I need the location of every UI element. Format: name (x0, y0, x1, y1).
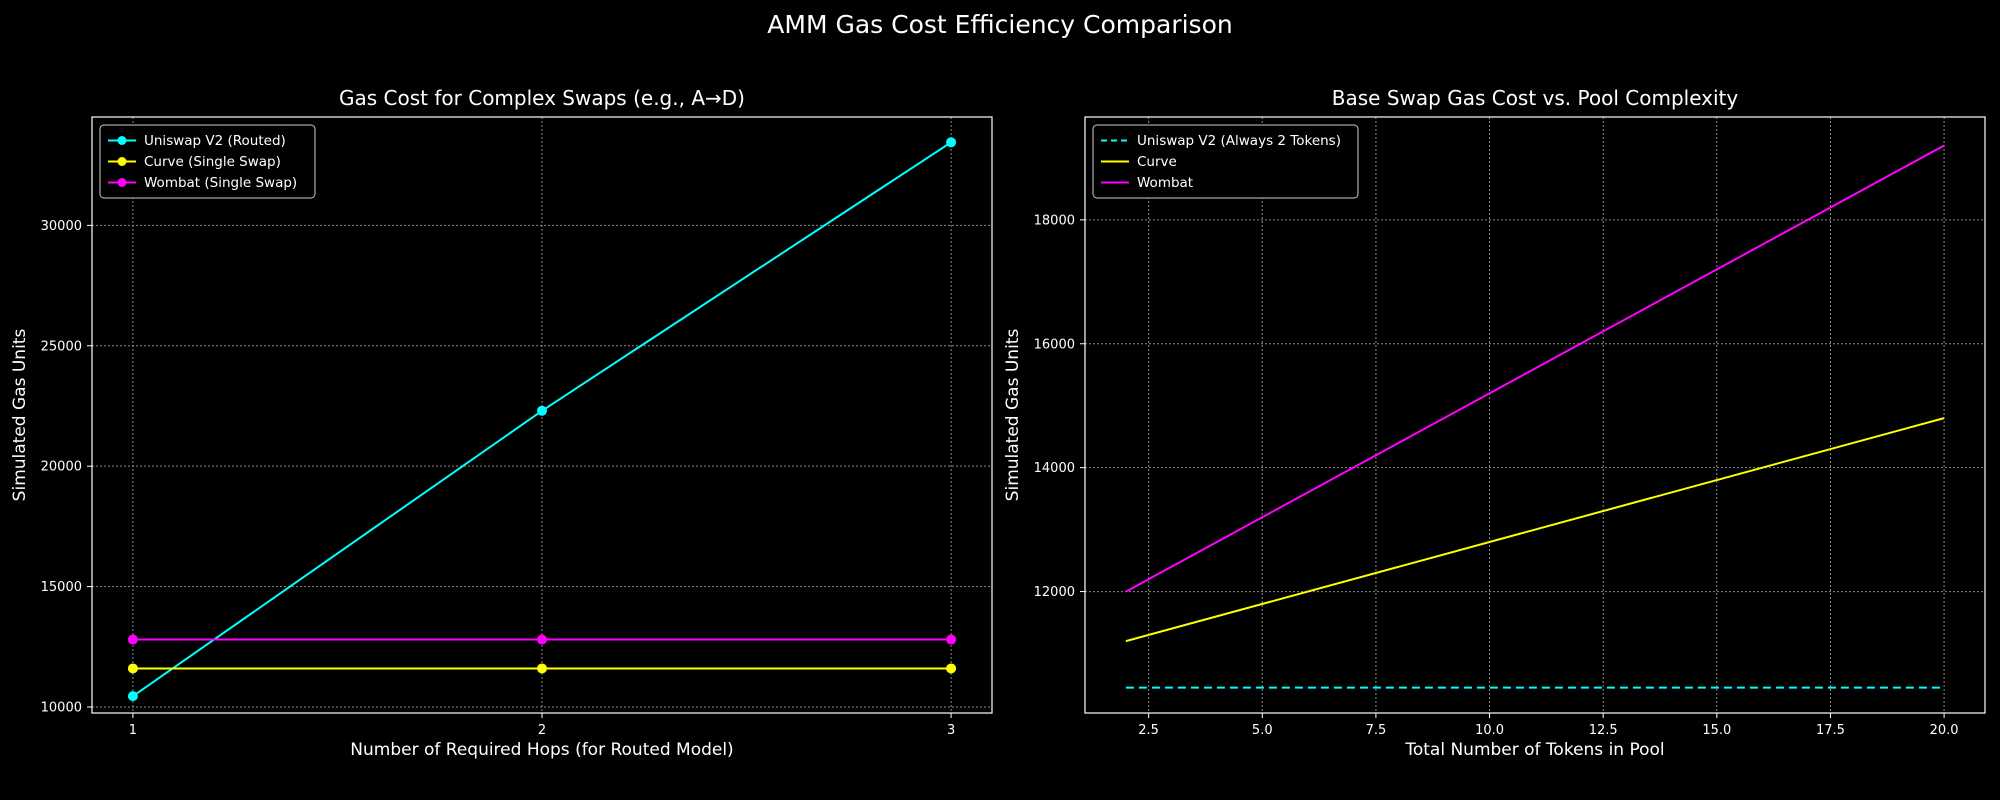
chart1-legend-marker-3 (117, 178, 127, 187)
chart2-legend-label-3: Wombat (1137, 175, 1193, 191)
chart2: 2.5 5.0 7.5 10.0 12.5 15.0 17.5 20.0 12000 14000 1… (1003, 86, 1986, 760)
chart1-series-1-point-1 (127, 691, 138, 702)
chart2-legend-label-1: Uniswap V2 (Always 2 Tokens) (1137, 133, 1341, 149)
chart1-series-2-point-3 (946, 663, 957, 674)
figure-title: AMM Gas Cost Efficiency Comparison (767, 10, 1233, 39)
chart1-ytick-label: 15000 (41, 580, 82, 595)
chart1-legend-label-1: Uniswap V2 (Routed) (144, 133, 286, 149)
chart2-series-line-2 (1125, 417, 1945, 643)
chart2-xtick-label: 10.0 (1475, 723, 1504, 738)
chart2-legend-label-2: Curve (1137, 154, 1177, 170)
chart2-xtick-label: 7.5 (1366, 723, 1387, 738)
chart1-ytick-label: 10000 (41, 700, 82, 715)
chart1-series-3-point-3 (946, 634, 957, 645)
chart2-legend (1092, 124, 1359, 199)
chart1-title: Gas Cost for Complex Swaps (e.g., A→D) (339, 86, 745, 110)
chart1-xtick-label: 2 (538, 723, 546, 738)
chart2-ytick-label: 14000 (1034, 461, 1075, 476)
chart2-axes-frame (1084, 116, 1986, 714)
chart1-series-1-point-2 (537, 405, 547, 416)
chart2-series-line-3 (1125, 144, 1945, 593)
chart2-ylabel: Simulated Gas Units (1003, 329, 1023, 502)
chart2-xtick-label: 12.5 (1589, 723, 1618, 738)
chart2-ytick-label: 16000 (1034, 337, 1075, 352)
chart1-xtick-label: 1 (129, 723, 137, 738)
chart1-xtick-label: 3 (947, 723, 955, 738)
chart1-legend-label-3: Wombat (Single Swap) (144, 175, 297, 191)
chart1-legend (99, 124, 316, 199)
chart2-xtick-label: 17.5 (1816, 723, 1845, 738)
chart1-series-2-point-1 (127, 663, 138, 674)
chart2-xtick-label: 15.0 (1702, 723, 1731, 738)
chart2-ytick-label: 18000 (1034, 213, 1075, 228)
chart2-xtick-label: 5.0 (1252, 723, 1273, 738)
chart1-legend-marker-2 (117, 157, 127, 166)
chart1-legend-marker-1 (117, 136, 127, 145)
chart1-xlabel: Number of Required Hops (for Routed Mode… (350, 740, 733, 760)
chart1: 1 2 3 10000 15000 20000 25000 30000 Gas Cost for… (10, 86, 993, 760)
chart1-series-3-point-2 (537, 634, 547, 645)
chart1-series-1-point-3 (946, 137, 957, 148)
chart2-xtick-label: 20.0 (1930, 723, 1959, 738)
chart2-xlabel: Total Number of Tokens in Pool (1404, 740, 1664, 760)
chart1-ylabel: Simulated Gas Units (10, 329, 30, 502)
chart1-ytick-label: 20000 (41, 460, 82, 475)
chart1-series-3-point-1 (127, 634, 138, 645)
chart1-ytick-label: 30000 (41, 219, 82, 234)
chart1-ytick-label: 25000 (41, 339, 82, 354)
chart1-legend-label-2: Curve (Single Swap) (144, 154, 281, 170)
chart2-title: Base Swap Gas Cost vs. Pool Complexity (1332, 86, 1739, 110)
chart2-xtick-label: 2.5 (1138, 723, 1159, 738)
chart1-series-2-point-2 (537, 663, 547, 674)
chart2-ytick-label: 12000 (1034, 585, 1075, 600)
